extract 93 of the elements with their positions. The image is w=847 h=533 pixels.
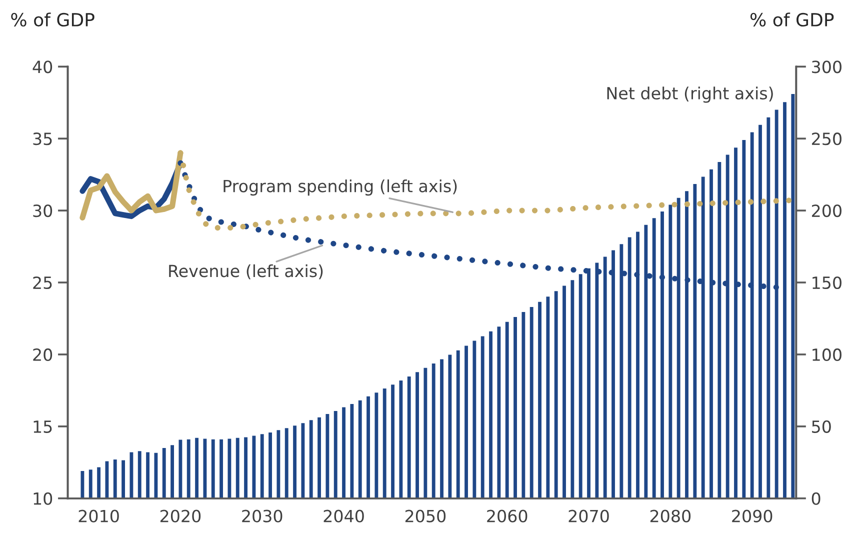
bar (268, 432, 272, 498)
y-tick-label: 10 (34, 492, 52, 505)
bar (244, 437, 248, 498)
y-tick-label: 15 (34, 420, 52, 433)
bar (326, 414, 330, 498)
bar (530, 306, 534, 498)
bar (170, 445, 174, 498)
bar (276, 430, 280, 498)
bar (522, 312, 526, 498)
bar (350, 404, 354, 498)
bar (407, 376, 411, 498)
bar (783, 102, 786, 498)
bar (130, 452, 134, 498)
bar (578, 274, 582, 498)
x-tick-label: 2080 (650, 510, 691, 522)
bar (791, 94, 795, 498)
bar (220, 439, 223, 498)
bar (334, 411, 338, 498)
bar (252, 436, 256, 498)
y-tick-label: 25 (33, 276, 52, 290)
bar (146, 452, 150, 498)
bar (342, 407, 346, 498)
bar (440, 359, 444, 498)
bar (416, 372, 419, 498)
bar (195, 438, 198, 498)
annotation: Net debt (right axis) (607, 86, 773, 103)
bar (505, 322, 509, 498)
bar (424, 368, 428, 498)
x-tick-label: 2060 (487, 510, 528, 522)
y-tick-label: 30 (33, 204, 52, 218)
x-tick-label: 2090 (732, 510, 772, 522)
bar (122, 460, 126, 498)
bar (538, 302, 542, 498)
bar (301, 423, 305, 498)
y2-tick-label: 300 (812, 60, 842, 74)
bar (570, 280, 574, 498)
bar (546, 296, 550, 498)
bar (464, 346, 468, 498)
bar (432, 364, 436, 498)
bar (391, 384, 394, 498)
bar (228, 438, 232, 498)
bar (97, 467, 101, 498)
x-tick-label: 2030 (242, 510, 282, 522)
y2-tick-label: 50 (812, 420, 831, 433)
x-tick-label: 2050 (405, 510, 446, 522)
y2-tick-label: 100 (812, 348, 842, 362)
bar (293, 426, 296, 498)
bar (284, 428, 288, 498)
bar (399, 380, 403, 498)
bar (113, 460, 117, 498)
bar (309, 420, 313, 498)
bar (260, 434, 264, 498)
y2-tick-label: 200 (812, 204, 842, 218)
bar (489, 331, 492, 498)
y2-axis-title: % of GDP (750, 12, 834, 27)
bar (456, 350, 460, 498)
bar (554, 291, 558, 498)
bar (358, 400, 362, 498)
bar (178, 440, 182, 498)
annotation: Revenue (left axis) (169, 264, 323, 280)
bar (382, 388, 386, 498)
bar (211, 439, 215, 498)
bar (603, 256, 607, 498)
bar (514, 317, 517, 498)
bar (154, 452, 158, 498)
bar (138, 451, 142, 498)
bar (88, 470, 92, 498)
bar (186, 439, 190, 498)
y-axis-title: % of GDP (11, 12, 94, 27)
bar (562, 286, 566, 498)
bar (480, 336, 484, 498)
bar (497, 326, 501, 498)
bar (105, 461, 109, 498)
bar (318, 417, 321, 498)
x-tick-label: 2040 (324, 510, 364, 522)
x-tick-label: 2020 (160, 510, 201, 522)
bar (366, 396, 370, 498)
bar (162, 448, 166, 498)
y2-tick-label: 0 (812, 492, 820, 505)
bar (374, 392, 378, 498)
y2-tick-label: 250 (812, 132, 842, 146)
bar (472, 340, 476, 498)
x-tick-label: 2010 (78, 510, 119, 522)
y-tick-label: 40 (32, 60, 52, 74)
y-tick-label: 35 (33, 132, 52, 146)
y2-tick-label: 150 (812, 276, 842, 290)
x-tick-label: 2070 (568, 510, 609, 522)
bar (448, 354, 452, 498)
bar (80, 471, 84, 498)
bar (236, 438, 240, 498)
y-tick-label: 20 (33, 348, 52, 362)
bar (203, 438, 207, 498)
annotation: Program spending (left axis) (224, 179, 457, 196)
